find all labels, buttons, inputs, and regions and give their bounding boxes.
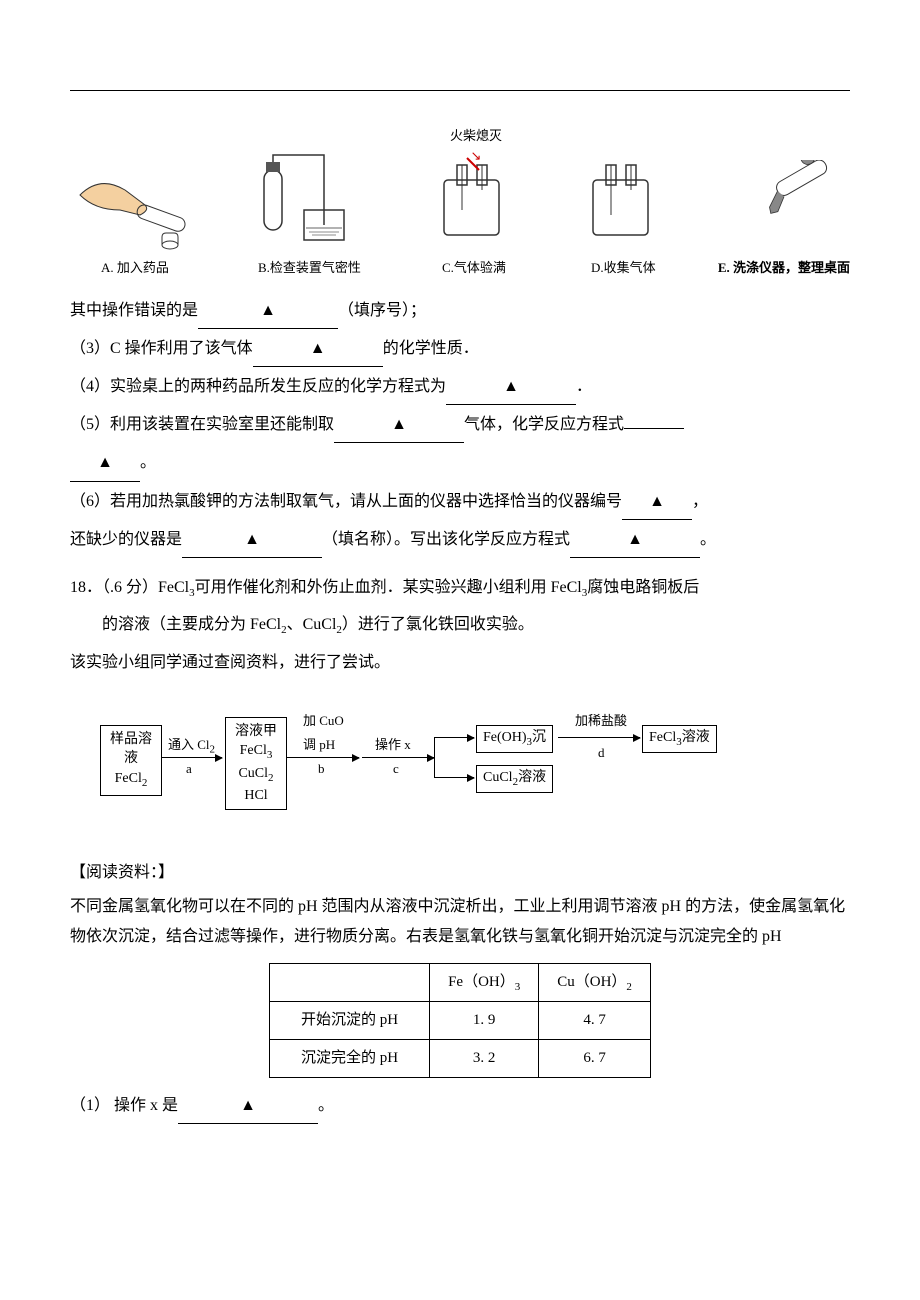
q18-line1: 18．（.6 分）FeCl3可用作催化剂和外伤止血剂．某实验兴趣小组利用 FeC… [70,570,850,605]
diagram-a-icon [70,155,200,250]
arrow1-top: 通入 Cl2 [168,737,215,757]
arrow2-top2: 调 pH [303,737,335,754]
diagram-d: D.收集气体 [573,150,673,283]
header-rule [70,90,850,91]
flowchart: 样品溶 液 FeCl2 通入 Cl2 a 溶液甲 FeCl3 CuCl2 HCl… [100,695,850,835]
reading-title: 【阅读资料：】 [70,855,850,890]
arrow3 [362,757,434,758]
arrow1-bottom: a [186,761,192,778]
arrow4-bottom: d [598,745,605,762]
q6-cont: 还缺少的仪器是▲（填名称）。写出该化学反应方程式▲。 [70,522,850,558]
flow-box-1: 样品溶 液 FeCl2 [100,725,162,796]
q5-cont: ▲。 [70,445,850,481]
diagram-d-label: D.收集气体 [591,254,656,283]
diagram-e-icon [719,160,849,250]
table-header-row: Fe（OH）3 Cu（OH）2 [270,963,651,1001]
diagram-e-label: E. 洗涤仪器，整理桌面 [718,254,850,283]
q-error: 其中操作错误的是▲（填序号）； [70,293,850,329]
ph-table: Fe（OH）3 Cu（OH）2 开始沉淀的 pH 1. 9 4. 7 沉淀完全的… [269,963,651,1078]
arrow4 [558,737,640,738]
table-col1: Fe（OH）3 [430,963,539,1001]
diagram-d-icon [573,150,673,250]
q18-line3: 该实验小组同学通过查阅资料，进行了尝试。 [70,645,850,680]
flow-box-5: FeCl3溶液 [642,725,717,753]
diagram-a: A. 加入药品 [70,155,200,283]
q3: （3）C 操作利用了该气体▲的化学性质． [70,331,850,367]
arrow1 [162,757,222,758]
q4: （4）实验桌上的两种药品所发生反应的化学方程式为▲． [70,369,850,405]
q6: （6）若用加热氯酸钾的方法制取氧气，请从上面的仪器中选择恰当的仪器编号▲， [70,484,850,520]
arrow2 [287,757,359,758]
q18-line2: 的溶液（主要成分为 FeCl2、CuCl2）进行了氯化铁回收实验。 [70,607,850,642]
diagram-c-label: C.气体验满 [442,254,506,283]
diagram-b: B.检查装置气密性 [244,150,374,283]
diagram-b-label: B.检查装置气密性 [258,254,361,283]
q5: （5）利用该装置在实验室里还能制取▲气体，化学反应方程式 [70,407,850,443]
diagram-row: A. 加入药品 B.检查装置气密性 [70,150,850,283]
match-note: 火柴熄灭 ↘ [450,122,502,161]
diagram-c: C.气体验满 [419,150,529,283]
branch-vert [434,737,435,777]
flow-box-3: Fe(OH)3沉 [476,725,553,753]
diagram-b-icon [244,150,374,250]
flow-box-2: 溶液甲 FeCl3 CuCl2 HCl [225,717,287,811]
q-final: （1） 操作 x 是▲。 [70,1088,850,1124]
arrow2-bottom: b [318,761,325,778]
flow-box-4: CuCl2溶液 [476,765,553,793]
mid-label: 操作 x [375,737,411,754]
branch-bot [434,777,474,778]
page-content: 火柴熄灭 ↘ A. 加入药品 B.检 [70,150,850,1124]
diagram-a-label: A. 加入药品 [101,254,169,283]
diagram-e: E. 洗涤仪器，整理桌面 [718,160,850,283]
diagram-c-icon [419,150,529,250]
table-row: 开始沉淀的 pH 1. 9 4. 7 [270,1002,651,1040]
reading-p1: 不同金属氢氧化物可以在不同的 pH 范围内从溶液中沉淀析出，工业上利用调节溶液 … [70,892,850,953]
branch-top [434,737,474,738]
arrow3-bottom: c [393,761,399,778]
arrow4-top: 加稀盐酸 [575,713,627,730]
arrow2-top1: 加 CuO [303,713,344,730]
table-row: 沉淀完全的 pH 3. 2 6. 7 [270,1040,651,1078]
table-col2: Cu（OH）2 [539,963,651,1001]
